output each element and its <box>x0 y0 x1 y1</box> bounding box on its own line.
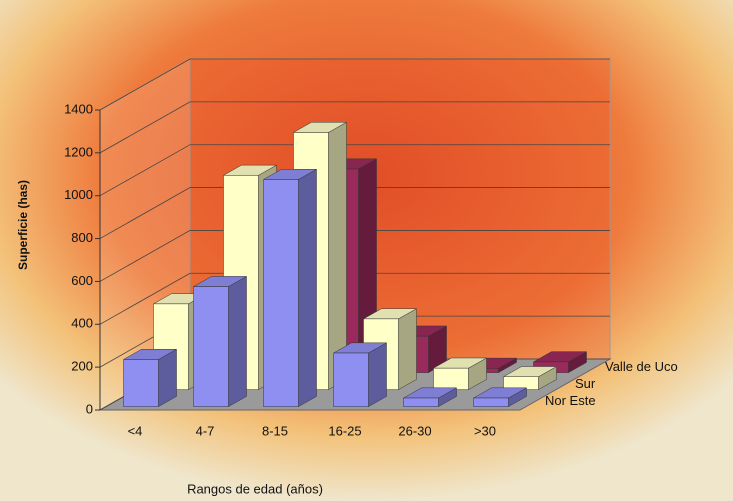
y-tick-label: 0 <box>86 401 93 416</box>
y-tick-label: 200 <box>71 359 93 374</box>
x-tick-label: <4 <box>128 423 143 438</box>
grid-line <box>99 58 610 111</box>
y-tick-label: 600 <box>71 273 93 288</box>
bar-side <box>368 342 387 408</box>
x-tick-label: 16-25 <box>328 423 361 438</box>
grid-line <box>99 187 610 239</box>
bar-side <box>298 168 317 408</box>
x-axis-title: Rangos de edad (años) <box>187 481 323 496</box>
bar <box>333 352 369 407</box>
y-tick-label: 1200 <box>64 144 93 159</box>
y-tick-label: 800 <box>71 230 93 245</box>
bar-side <box>398 308 417 391</box>
legend-label: Sur <box>575 376 596 391</box>
bar <box>473 397 509 407</box>
y-tick-label: 1000 <box>64 187 93 202</box>
grid-line <box>99 101 610 154</box>
bar <box>403 397 439 407</box>
x-tick-label: 8-15 <box>262 423 288 438</box>
bar-side <box>228 275 247 408</box>
x-tick-label: >30 <box>474 423 496 438</box>
y-tick-label: 1400 <box>64 101 93 116</box>
grid-line <box>99 144 610 197</box>
x-tick-label: 26-30 <box>398 423 431 438</box>
legend-label: Valle de Uco <box>605 359 678 374</box>
bar <box>263 179 299 407</box>
grid-line <box>99 272 610 325</box>
bar <box>193 286 229 407</box>
x-tick-label: 4-7 <box>196 423 215 438</box>
y-tick-label: 400 <box>71 316 93 331</box>
grid-line <box>99 230 610 282</box>
bar <box>123 359 159 407</box>
bar <box>433 367 469 390</box>
bar <box>503 376 539 390</box>
y-axis-title: Superficie (has) <box>16 180 30 270</box>
legend-label: Nor Este <box>545 393 596 408</box>
